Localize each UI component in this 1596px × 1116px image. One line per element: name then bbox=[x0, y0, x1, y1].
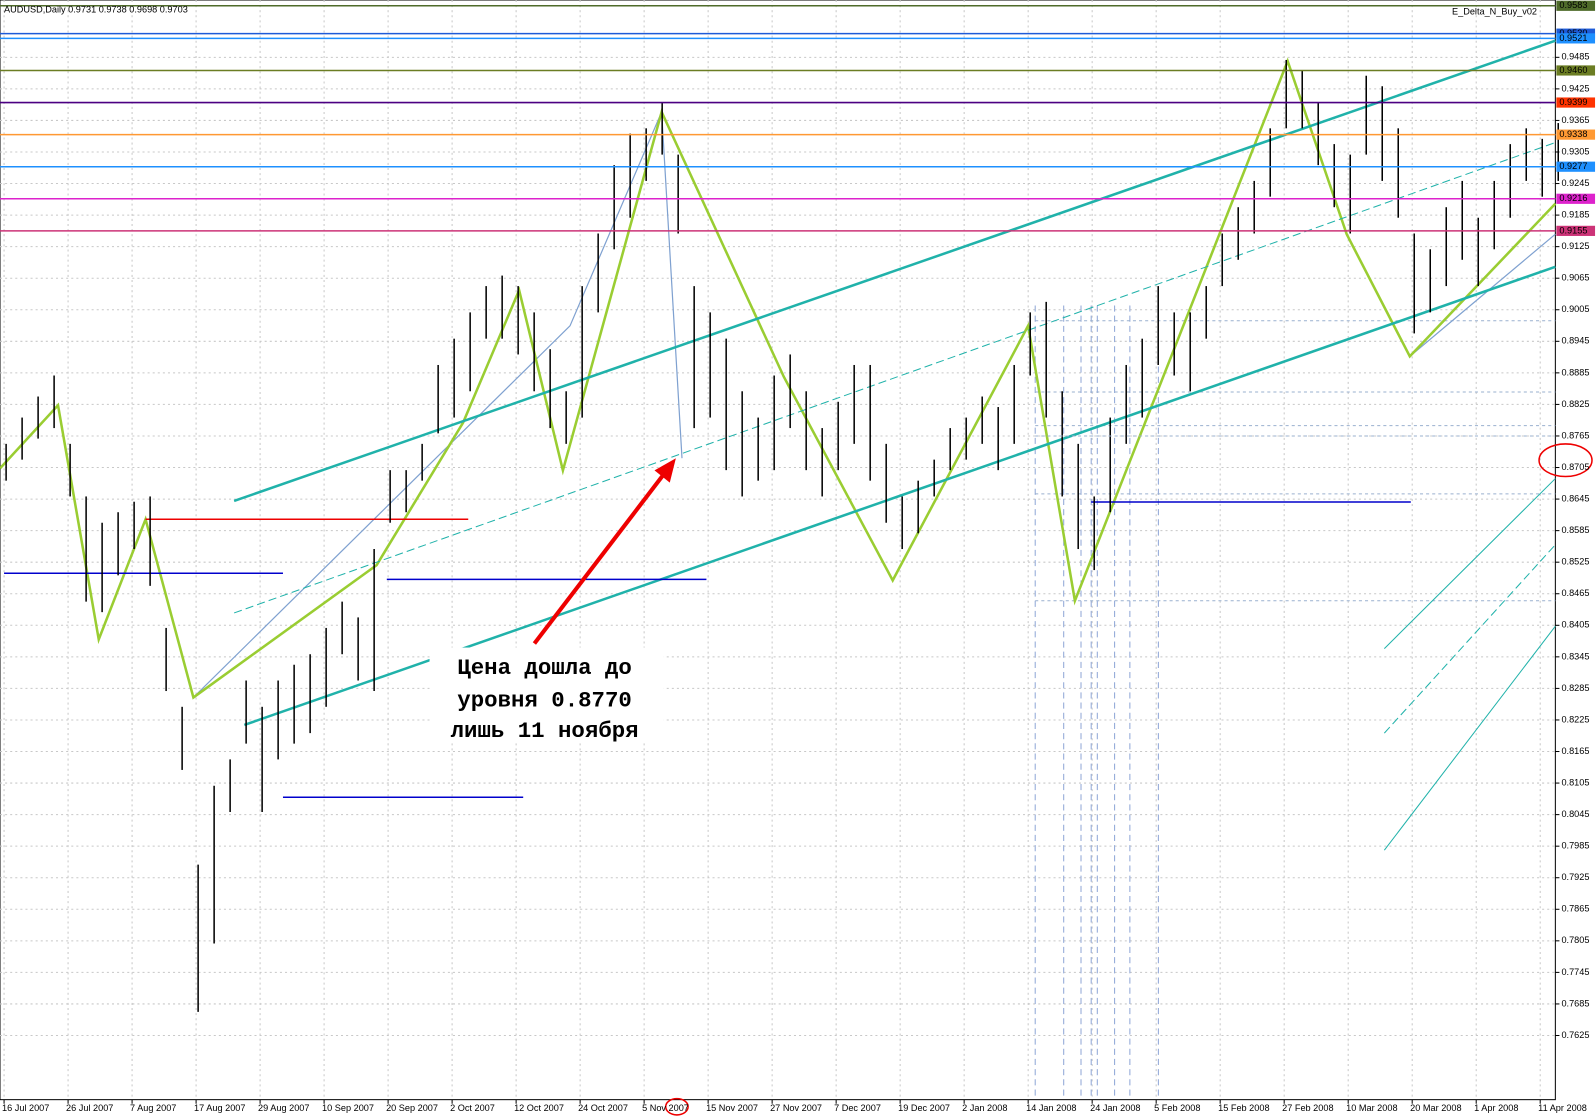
x-tick-label: 17 Aug 2007 bbox=[194, 1103, 245, 1113]
level-label: 0.9216 bbox=[1559, 193, 1587, 203]
x-tick-label: 29 Aug 2007 bbox=[258, 1103, 309, 1113]
y-tick-label: 0.8345 bbox=[1561, 651, 1589, 661]
x-tick-label: 24 Oct 2007 bbox=[578, 1103, 628, 1113]
level-label: 0.9338 bbox=[1559, 129, 1587, 139]
note-line: лишь 11 ноября bbox=[451, 718, 639, 744]
note-line: Цена дошла до bbox=[457, 655, 632, 681]
level-label-bg bbox=[1556, 0, 1596, 11]
x-tick-label: 2 Jan 2008 bbox=[962, 1103, 1007, 1113]
x-tick-label: 1 Apr 2008 bbox=[1474, 1103, 1518, 1113]
x-tick-label: 24 Jan 2008 bbox=[1090, 1103, 1140, 1113]
level-label: 0.9530 bbox=[1559, 28, 1587, 38]
date-highlight bbox=[664, 1097, 689, 1116]
x-tick-label: 20 Sep 2007 bbox=[386, 1103, 438, 1113]
y-tick-label: 0.8585 bbox=[1561, 525, 1589, 535]
y-tick-label: 0.8705 bbox=[1561, 462, 1589, 472]
chart-title: AUDUSD,Daily 0.9731 0.9738 0.9698 0.9703 bbox=[4, 5, 188, 15]
y-tick-label: 0.9065 bbox=[1561, 273, 1589, 283]
grid bbox=[0, 0, 1556, 1100]
level-highlight bbox=[1538, 443, 1593, 478]
y-tick-label: 0.8405 bbox=[1561, 620, 1589, 630]
level-label-bg bbox=[1556, 225, 1596, 236]
x-tick-label: 12 Oct 2007 bbox=[514, 1103, 564, 1113]
level-label-bg bbox=[1556, 65, 1596, 76]
x-tick-label: 26 Jul 2007 bbox=[66, 1103, 113, 1113]
y-tick-label: 0.8285 bbox=[1561, 683, 1589, 693]
y-tick-label: 0.8945 bbox=[1561, 336, 1589, 346]
y-tick-label: 0.9485 bbox=[1561, 52, 1589, 62]
x-tick-label: 27 Nov 2007 bbox=[770, 1103, 822, 1113]
x-tick-label: 15 Feb 2008 bbox=[1218, 1103, 1269, 1113]
indicator-name: E_Delta_N_Buy_v02 bbox=[1452, 7, 1537, 17]
y-tick-label: 0.9245 bbox=[1561, 178, 1589, 188]
y-tick-label: 0.9305 bbox=[1561, 146, 1589, 156]
axis: 0.9485 0.9425 0.9365 0.9305 0.9245 0.9185 0.91… bbox=[2, 52, 1589, 1113]
y-tick-label: 0.8645 bbox=[1561, 493, 1589, 503]
level-label: 0.9277 bbox=[1559, 161, 1587, 171]
x-tick-label: 14 Jan 2008 bbox=[1026, 1103, 1076, 1113]
x-tick-label: 10 Mar 2008 bbox=[1346, 1103, 1397, 1113]
x-tick-label: 10 Sep 2007 bbox=[322, 1103, 374, 1113]
plot-frame bbox=[0, 0, 1556, 1101]
note-line: уровня 0.8770 bbox=[457, 687, 632, 713]
arrow bbox=[532, 469, 669, 645]
x-tick-label: 2 Oct 2007 bbox=[450, 1103, 495, 1113]
y-tick-label: 0.8225 bbox=[1561, 714, 1589, 724]
y-tick-label: 0.8765 bbox=[1561, 430, 1589, 440]
y-tick-label: 0.7805 bbox=[1561, 935, 1589, 945]
x-tick-label: 20 Mar 2008 bbox=[1410, 1103, 1461, 1113]
y-tick-label: 0.8105 bbox=[1561, 777, 1589, 787]
x-tick-label: 15 Nov 2007 bbox=[706, 1103, 758, 1113]
level-label: 0.9460 bbox=[1559, 65, 1587, 75]
y-tick-label: 0.9125 bbox=[1561, 241, 1589, 251]
y-tick-label: 0.7745 bbox=[1561, 967, 1589, 977]
y-tick-label: 0.8525 bbox=[1561, 557, 1589, 567]
y-tick-label: 0.8465 bbox=[1561, 588, 1589, 598]
x-tick-label: 19 Dec 2007 bbox=[898, 1103, 950, 1113]
price-bars bbox=[5, 59, 1560, 1012]
y-tick-label: 0.8045 bbox=[1561, 809, 1589, 819]
y-tick-label: 0.8885 bbox=[1561, 367, 1589, 377]
y-tick-label: 0.8825 bbox=[1561, 399, 1589, 409]
level-label-bg bbox=[1556, 33, 1596, 44]
x-tick-label: 5 Nov 2007 bbox=[642, 1103, 689, 1113]
level-label: 0.9521 bbox=[1559, 33, 1587, 43]
y-tick-label: 0.9425 bbox=[1561, 83, 1589, 93]
x-tick-label: 11 Apr 2008 bbox=[1538, 1103, 1587, 1113]
level-label-bg bbox=[1556, 97, 1596, 108]
y-tick-label: 0.9365 bbox=[1561, 115, 1589, 125]
x-tick-label: 7 Aug 2007 bbox=[130, 1103, 176, 1113]
level-label: 0.9155 bbox=[1559, 225, 1587, 235]
level-label-bg bbox=[1556, 129, 1596, 140]
x-tick-label: 16 Jul 2007 bbox=[2, 1103, 49, 1113]
level-label-bg bbox=[1556, 193, 1596, 204]
y-tick-label: 0.7925 bbox=[1561, 872, 1589, 882]
y-tick-label: 0.9005 bbox=[1561, 304, 1589, 314]
level-label-bg bbox=[1556, 161, 1596, 172]
y-tick-label: 0.9185 bbox=[1561, 210, 1589, 220]
x-tick-label: 7 Dec 2007 bbox=[834, 1103, 881, 1113]
x-tick-label: 5 Feb 2008 bbox=[1154, 1103, 1200, 1113]
x-tick-label: 27 Feb 2008 bbox=[1282, 1103, 1333, 1113]
level-label: 0.9399 bbox=[1559, 97, 1587, 107]
indicators bbox=[0, 39, 1557, 1100]
y-tick-label: 0.7865 bbox=[1561, 904, 1589, 914]
y-tick-label: 0.8165 bbox=[1561, 746, 1589, 756]
arrow-head bbox=[654, 458, 676, 483]
y-tick-label: 0.7685 bbox=[1561, 998, 1589, 1008]
y-tick-label: 0.7985 bbox=[1561, 841, 1589, 851]
level-label: 0.9583 bbox=[1559, 0, 1587, 10]
y-tick-label: 0.7625 bbox=[1561, 1030, 1589, 1040]
note-box bbox=[429, 647, 664, 744]
